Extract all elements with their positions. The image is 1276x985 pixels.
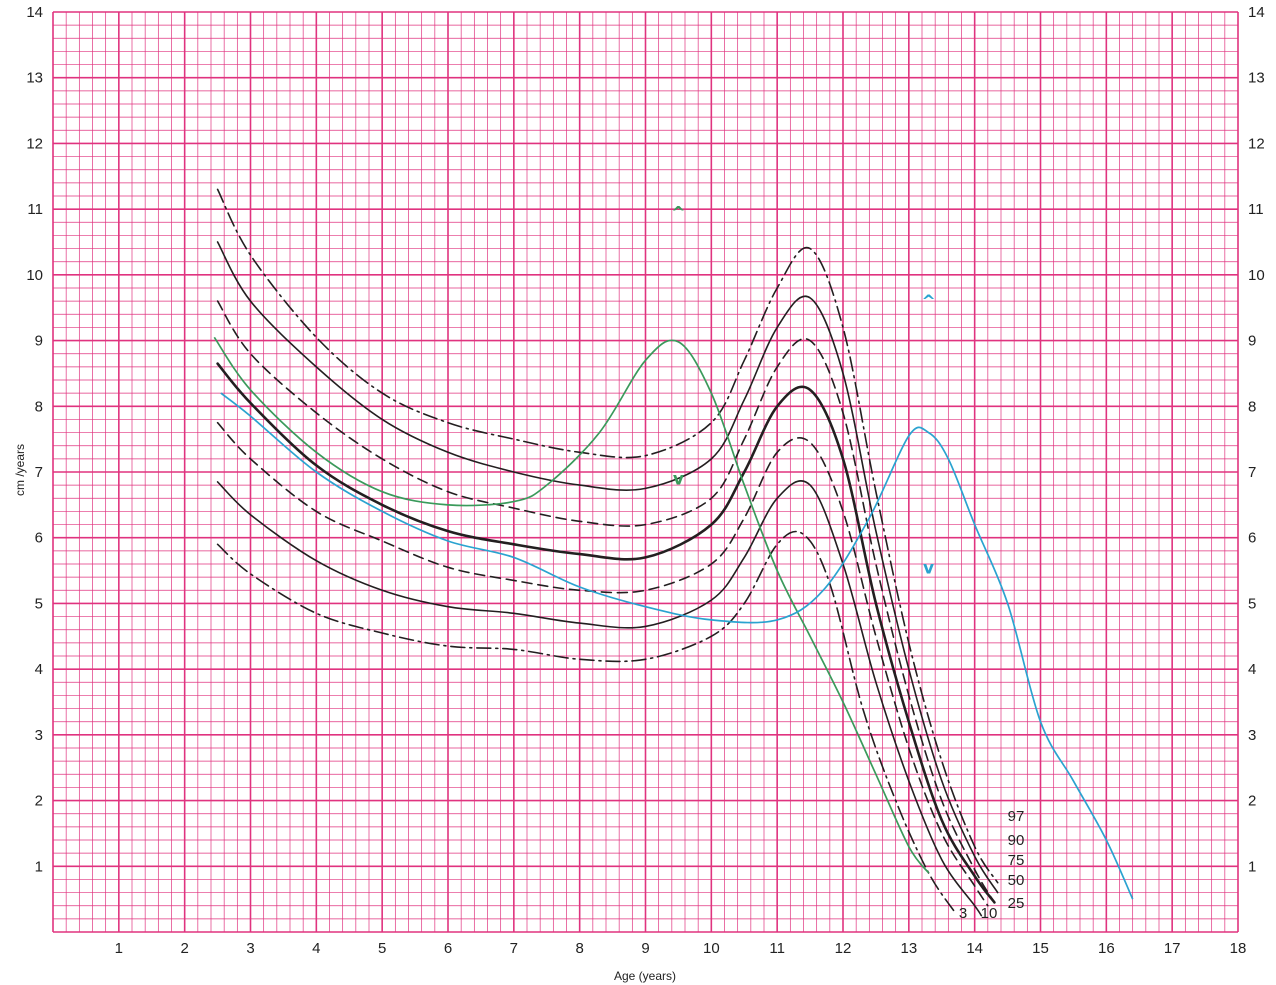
y-tick-label-right: 9 <box>1248 333 1256 350</box>
y-tick-label-right: 4 <box>1248 661 1256 678</box>
percentile-curve-75 <box>216 300 996 904</box>
y-tick-label-left: 1 <box>35 858 43 875</box>
y-tick-label-right: 12 <box>1248 135 1265 152</box>
percentile-label-75: 75 <box>1008 852 1025 869</box>
y-tick-label-left: 2 <box>35 793 43 810</box>
x-tick-label: 18 <box>1230 940 1247 957</box>
child-curve-blue <box>220 392 1134 900</box>
x-tick-label: 9 <box>641 940 649 957</box>
y-tick-label-left: 12 <box>26 135 43 152</box>
marker-green-down: v <box>673 470 684 490</box>
y-tick-label-right: 8 <box>1248 398 1256 415</box>
x-tick-label: 2 <box>180 940 188 957</box>
percentile-label-90: 90 <box>1008 832 1025 849</box>
percentile-label-25: 25 <box>1008 895 1025 912</box>
y-tick-label-right: 5 <box>1248 595 1256 612</box>
child-curves <box>213 336 1134 900</box>
x-tick-label: 12 <box>835 940 852 957</box>
x-tick-label: 6 <box>444 940 452 957</box>
x-tick-label: 1 <box>115 940 123 957</box>
marker-layer: ^ v ^ v <box>671 203 935 578</box>
percentile-label-3: 3 <box>959 905 967 922</box>
percentile-curve-90 <box>216 241 999 894</box>
marker-blue-down: v <box>923 558 934 578</box>
x-tick-label: 17 <box>1164 940 1181 957</box>
x-tick-label: 5 <box>378 940 386 957</box>
y-tick-label-right: 13 <box>1248 70 1265 87</box>
x-tick-label: 10 <box>703 940 720 957</box>
percentile-curve-97 <box>216 188 999 884</box>
x-tick-label: 16 <box>1098 940 1115 957</box>
y-tick-label-left: 6 <box>35 530 43 547</box>
y-axis-title: cm /years <box>13 444 27 496</box>
y-tick-label-left: 9 <box>35 333 43 350</box>
percentile-curve-50 <box>216 362 996 904</box>
x-tick-label: 13 <box>900 940 917 957</box>
y-tick-label-left: 7 <box>35 464 43 481</box>
x-tick-label: 15 <box>1032 940 1049 957</box>
percentile-label-10: 10 <box>981 905 998 922</box>
percentile-curve-10 <box>216 480 983 917</box>
y-tick-label-left: 11 <box>27 201 43 218</box>
y-tick-label-right: 3 <box>1248 727 1256 744</box>
marker-green-up: ^ <box>671 203 685 223</box>
y-tick-label-left: 8 <box>35 398 43 415</box>
x-tick-label: 8 <box>575 940 583 957</box>
y-tick-label-left: 13 <box>26 70 43 87</box>
y-tick-label-left: 14 <box>26 4 43 21</box>
y-tick-label-left: 3 <box>35 727 43 744</box>
x-axis-title: Age (years) <box>614 969 676 983</box>
percentile-labels: 97 90 75 50 25 10 3 <box>959 808 1025 922</box>
y-tick-label-right: 11 <box>1248 201 1264 218</box>
percentile-label-50: 50 <box>1008 872 1025 889</box>
x-tick-label: 4 <box>312 940 320 957</box>
x-tick-label: 7 <box>510 940 518 957</box>
y-tick-label-right: 14 <box>1248 4 1265 21</box>
y-tick-label-right: 10 <box>1248 267 1265 284</box>
x-tick-label: 3 <box>246 940 254 957</box>
y-tick-label-left: 10 <box>26 267 43 284</box>
percentile-curve-25 <box>216 421 989 907</box>
y-tick-label-right: 1 <box>1248 858 1256 875</box>
y-tick-label-right: 6 <box>1248 530 1256 547</box>
marker-blue-up: ^ <box>921 292 935 312</box>
x-tick-label: 14 <box>966 940 983 957</box>
y-tick-label-left: 5 <box>35 595 43 612</box>
percentile-curves <box>216 188 999 917</box>
y-tick-label-right: 7 <box>1248 464 1256 481</box>
percentile-label-97: 97 <box>1008 808 1025 825</box>
child-curve-green <box>213 336 930 874</box>
x-tick-label: 11 <box>769 940 785 957</box>
major-grid <box>52 11 1239 933</box>
y-tick-label-left: 4 <box>35 661 43 678</box>
y-tick-label-right: 2 <box>1248 793 1256 810</box>
percentile-curve-3 <box>216 530 956 914</box>
tick-labels: 1 2 3 4 5 6 7 8 9 10 11 12 13 14 15 16 17 181 12 23 34 45 56 67… <box>26 4 1264 957</box>
